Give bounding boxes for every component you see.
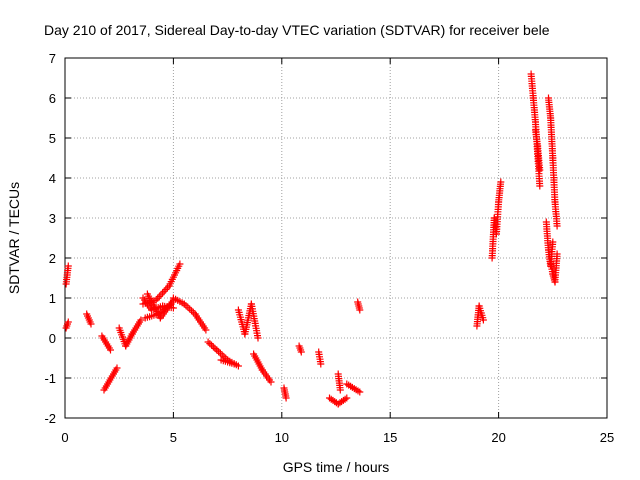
data-point	[206, 340, 214, 348]
data-point	[189, 308, 197, 316]
data-point	[536, 182, 544, 190]
data-point	[160, 287, 168, 295]
y-tick-label: 7	[49, 51, 56, 66]
data-point	[87, 320, 95, 328]
data-point	[213, 346, 221, 354]
data-point	[186, 305, 194, 313]
data-point	[218, 351, 226, 359]
data-point	[553, 222, 561, 230]
plot-frame	[64, 57, 608, 419]
x-tick-label: 10	[275, 430, 289, 445]
data-point	[267, 378, 275, 386]
data-point	[202, 326, 210, 334]
data-points	[62, 70, 561, 408]
x-tick-label: 20	[491, 430, 505, 445]
x-tick-label: 15	[383, 430, 397, 445]
data-point	[549, 238, 557, 246]
data-point	[159, 289, 167, 297]
y-tick-label: 2	[49, 251, 56, 266]
data-point	[64, 262, 72, 270]
x-tick-label: 25	[600, 430, 614, 445]
data-point	[211, 344, 219, 352]
y-tick-label: 1	[49, 291, 56, 306]
data-point	[204, 338, 212, 346]
y-tick-label: 5	[49, 131, 56, 146]
data-point	[341, 395, 349, 403]
grid	[65, 58, 607, 418]
data-point	[497, 178, 505, 186]
data-point	[137, 316, 145, 324]
data-point	[188, 307, 195, 315]
data-point	[479, 316, 487, 324]
data-point	[216, 349, 224, 357]
data-point	[254, 334, 262, 342]
y-tick-label: 3	[49, 211, 56, 226]
data-point	[64, 318, 72, 326]
data-point	[343, 394, 351, 402]
data-point	[282, 394, 290, 402]
data-point	[162, 286, 170, 293]
data-point	[155, 293, 163, 300]
chart-title: Day 210 of 2017, Sidereal Day-to-day VTE…	[44, 22, 550, 38]
ticks: 0 5 10 15 20 25 -2 -1 0 1 2 3 4 5 6 7	[44, 51, 614, 445]
data-point	[113, 364, 121, 372]
y-tick-label: 0	[49, 331, 56, 346]
data-point	[234, 362, 242, 370]
data-point	[297, 348, 305, 356]
y-axis-label: SDTVAR / TECUs	[6, 182, 22, 294]
y-tick-label: 6	[49, 91, 56, 106]
data-point	[215, 348, 223, 356]
x-tick-label: 5	[170, 430, 177, 445]
y-tick-label: -1	[44, 371, 56, 386]
data-point	[230, 360, 238, 368]
x-axis-label: GPS time / hours	[283, 459, 390, 475]
data-point	[553, 250, 561, 258]
data-point	[209, 343, 217, 351]
y-tick-label: 4	[49, 171, 56, 186]
x-tick-label: 0	[61, 430, 68, 445]
y-tick-label: -2	[44, 411, 56, 426]
data-point	[317, 360, 325, 368]
data-point	[107, 346, 114, 354]
data-point	[176, 260, 184, 268]
data-point	[536, 166, 544, 174]
data-point	[356, 388, 364, 396]
data-point	[356, 306, 364, 314]
data-point	[157, 291, 165, 299]
data-point	[336, 386, 344, 394]
data-point	[208, 341, 216, 349]
